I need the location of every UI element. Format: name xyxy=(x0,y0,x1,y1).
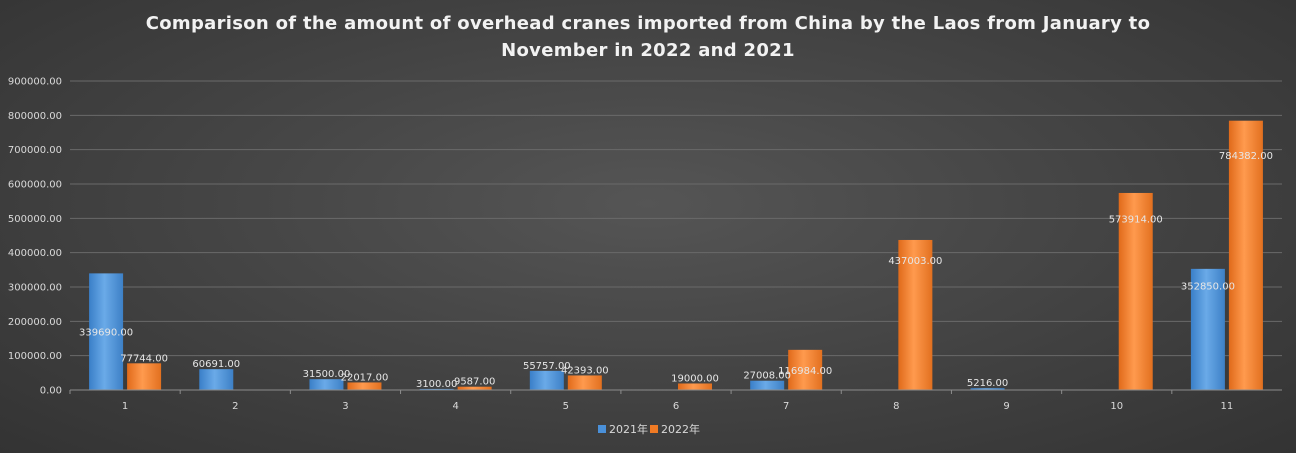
y-tick-label: 300000.00 xyxy=(8,283,62,294)
data-label: 42393.00 xyxy=(561,365,609,376)
data-label: 22017.00 xyxy=(341,372,389,383)
legend-swatch-0 xyxy=(598,425,606,433)
data-label: 9587.00 xyxy=(454,377,495,388)
x-tick-label: 4 xyxy=(452,401,458,412)
y-tick-label: 200000.00 xyxy=(8,317,62,328)
x-tick-label: 11 xyxy=(1221,401,1234,412)
bar-2021-month-5 xyxy=(529,370,564,390)
x-tick-label: 5 xyxy=(563,401,569,412)
y-tick-label: 900000.00 xyxy=(8,77,62,88)
data-label: 573914.00 xyxy=(1109,215,1163,226)
data-label: 339690.00 xyxy=(79,328,133,339)
legend-label-0: 2021年 xyxy=(609,422,648,436)
bar-2021-month-4 xyxy=(419,388,454,390)
x-tick-label: 9 xyxy=(1003,401,1009,412)
y-tick-label: 0.00 xyxy=(40,386,62,397)
bar-2021-month-7 xyxy=(750,380,785,390)
bar-2022-month-8 xyxy=(898,239,933,390)
data-label: 352850.00 xyxy=(1181,281,1235,292)
y-tick-label: 500000.00 xyxy=(8,214,62,225)
legend-label-1: 2022年 xyxy=(661,422,700,436)
data-label: 31500.00 xyxy=(303,369,351,380)
x-tick-label: 6 xyxy=(673,401,679,412)
bar-2022-month-11 xyxy=(1228,120,1263,391)
y-tick-label: 700000.00 xyxy=(8,145,62,156)
data-label: 27008.00 xyxy=(743,371,791,382)
x-tick-label: 8 xyxy=(893,401,899,412)
bar-2022-month-5 xyxy=(567,375,602,390)
x-tick-label: 7 xyxy=(783,401,789,412)
x-tick-label: 3 xyxy=(342,401,348,412)
data-label: 60691.00 xyxy=(192,359,240,370)
chart-title: Comparison of the amount of overhead cra… xyxy=(145,13,1151,61)
y-tick-label: 600000.00 xyxy=(8,180,62,191)
data-label: 77744.00 xyxy=(120,353,168,364)
bar-2022-month-3 xyxy=(347,382,382,390)
bar-2021-month-1 xyxy=(89,273,124,390)
bar-2022-month-10 xyxy=(1118,192,1153,390)
y-tick-label: 400000.00 xyxy=(8,248,62,259)
bar-2021-month-3 xyxy=(309,379,344,390)
data-label: 437003.00 xyxy=(888,256,942,267)
bar-2022-month-6 xyxy=(678,383,712,390)
bar-2021-month-9 xyxy=(970,388,1005,390)
legend-swatch-1 xyxy=(650,425,658,433)
data-label: 5216.00 xyxy=(967,378,1008,389)
y-tick-label: 800000.00 xyxy=(8,111,62,122)
bar-2022-month-4 xyxy=(457,386,492,390)
bar-2021-month-11 xyxy=(1190,268,1225,390)
data-label: 116984.00 xyxy=(778,366,832,377)
x-tick-label: 2 xyxy=(232,401,238,412)
y-tick-label: 100000.00 xyxy=(8,351,62,362)
data-label: 3100.00 xyxy=(416,379,457,390)
data-label: 19000.00 xyxy=(671,373,719,384)
data-label: 55757.00 xyxy=(523,361,571,372)
bar-2021-month-2 xyxy=(199,369,234,390)
bar-2022-month-7 xyxy=(788,349,823,390)
bar-2022-month-1 xyxy=(127,363,162,390)
x-tick-label: 1 xyxy=(122,401,128,412)
x-tick-label: 10 xyxy=(1110,401,1123,412)
data-label: 784382.00 xyxy=(1219,151,1273,162)
